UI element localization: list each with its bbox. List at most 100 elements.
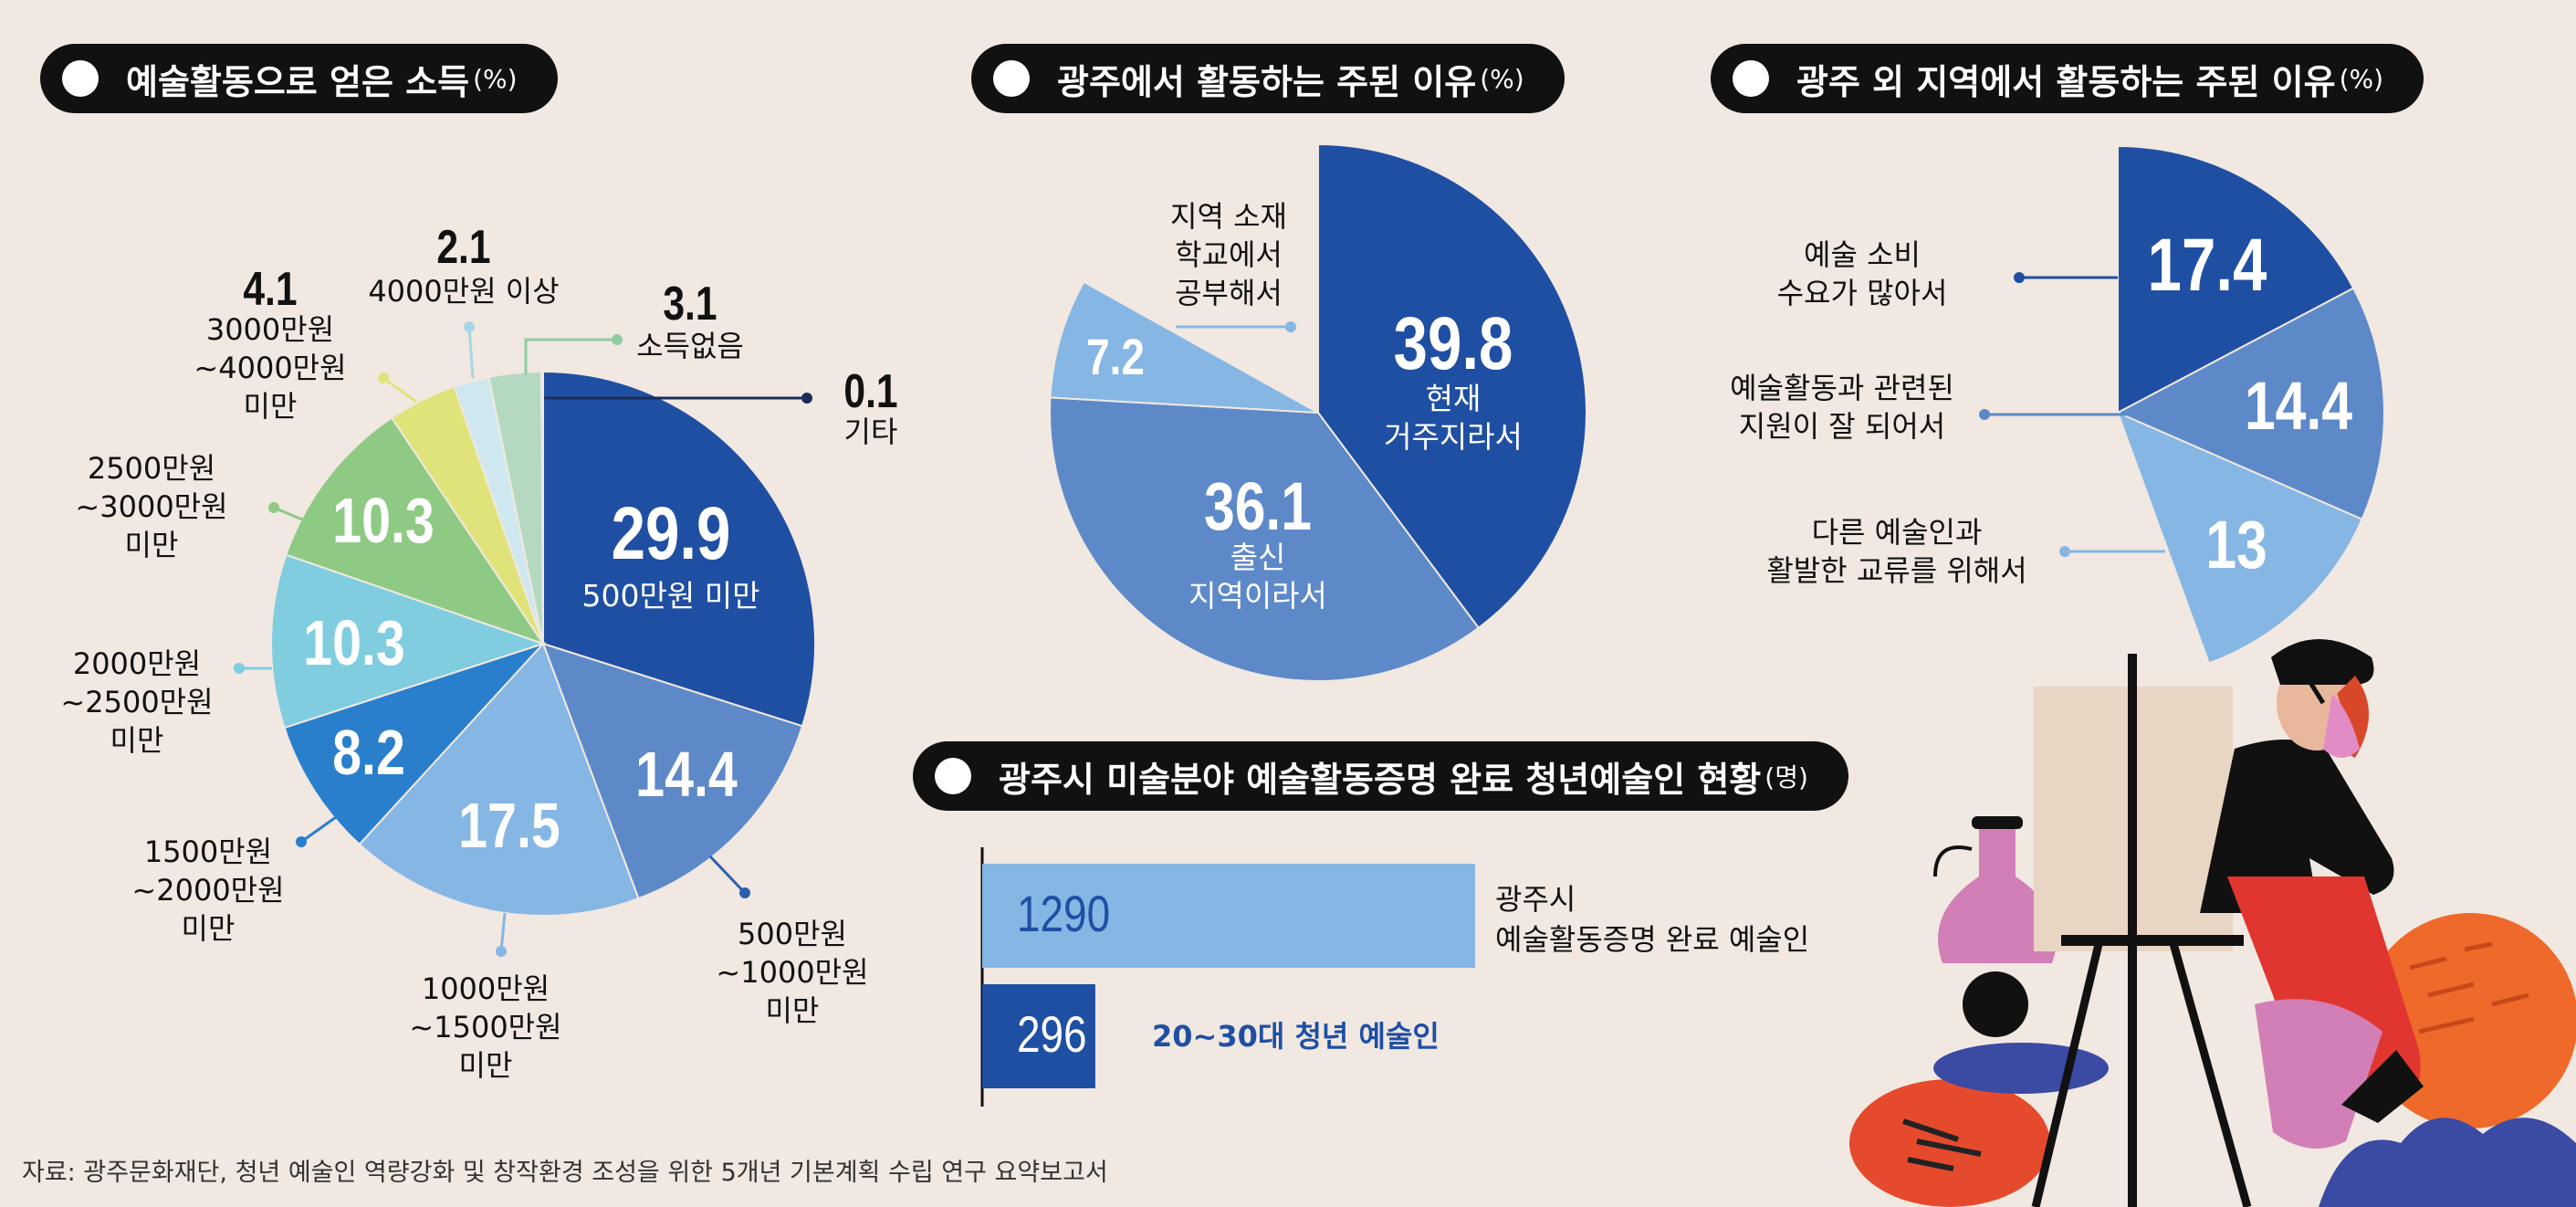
title-outside-unit: (%) xyxy=(2339,63,2384,94)
slice-label: 미만 xyxy=(110,723,164,758)
pie-gwangju-reasons xyxy=(1049,142,1587,682)
slice-label: 지역이라서 xyxy=(1189,578,1327,614)
data-label: 3.1 xyxy=(663,278,717,331)
title-gwangju-unit: (%) xyxy=(1480,63,1524,94)
slice-label: 지역 소재 xyxy=(1170,199,1287,234)
slice-label: 3000만원 xyxy=(206,312,334,347)
slice-label: 소득없음 xyxy=(636,329,744,363)
title-certified-unit: (명) xyxy=(1764,762,1808,792)
pie-slice xyxy=(270,553,547,729)
slice-label: ~2500만원 xyxy=(60,685,213,719)
bullet-dot-icon xyxy=(993,60,1030,97)
title-certified: 광주시 미술분야 예술활동증명 완료 청년예술인 현황 (명) xyxy=(913,741,1848,811)
slice-label: ~2000만원 xyxy=(131,873,284,908)
slice-label: ~1500만원 xyxy=(409,1010,561,1044)
slice-label: 1000만원 xyxy=(422,971,550,1006)
pie-slice xyxy=(2116,411,2363,665)
slice-label: 미만 xyxy=(459,1048,513,1083)
slice-label: 학교에서 xyxy=(1175,237,1283,272)
bullet-dot-icon xyxy=(935,758,971,794)
slice-label: 활발한 교류를 위해서 xyxy=(1766,553,2026,588)
slice-label: 공부해서 xyxy=(1175,276,1283,310)
title-certified-text: 광주시 미술분야 예술활동증명 완료 청년예술인 현황 xyxy=(999,759,1762,800)
pie-slice xyxy=(1049,280,1319,414)
data-label: 0.1 xyxy=(843,365,897,418)
pie-slice xyxy=(542,370,816,728)
bar xyxy=(982,984,1095,1088)
data-label: 2.1 xyxy=(436,221,490,274)
data-label: 8.2 xyxy=(332,717,405,789)
slice-label: 수요가 많아서 xyxy=(1777,276,1948,310)
data-label: 14.4 xyxy=(2245,369,2352,444)
leader-line xyxy=(300,811,343,844)
slice-label: 미만 xyxy=(125,528,179,562)
leader-dot xyxy=(234,663,245,674)
leader-dot xyxy=(612,334,623,345)
leader-dot xyxy=(2059,546,2070,557)
data-label: 7.2 xyxy=(1086,329,1145,385)
pie-slice xyxy=(540,370,544,645)
title-income-text: 예술활동으로 얻은 소득 xyxy=(126,61,470,102)
leader-dot xyxy=(2014,272,2025,283)
pie-outside-reasons xyxy=(2115,144,2385,665)
data-label: 14.4 xyxy=(635,739,738,811)
bar xyxy=(982,864,1475,968)
data-label: 10.3 xyxy=(303,607,405,679)
bar-value-label: 296 xyxy=(1017,1006,1087,1063)
data-label: 29.9 xyxy=(612,491,731,575)
pie-slice xyxy=(2115,287,2385,521)
data-label: 10.3 xyxy=(332,485,435,557)
slice-label: 미만 xyxy=(244,389,298,424)
leader-line xyxy=(499,912,507,952)
pie-slice xyxy=(285,416,546,645)
title-income: 예술활동으로 얻은 소득 (%) xyxy=(40,44,558,113)
leader-line xyxy=(524,338,617,374)
pie-slice xyxy=(283,641,547,846)
slice-label: 500만원 xyxy=(738,917,847,951)
slice-label: 기타 xyxy=(844,415,898,449)
slice-label: ~3000만원 xyxy=(75,489,227,524)
pie-slice xyxy=(541,642,804,900)
data-label: 13 xyxy=(2205,508,2267,583)
slice-label: 거주지라서 xyxy=(1384,419,1523,455)
title-gwangju: 광주에서 활동하는 주된 이유 (%) xyxy=(971,44,1565,113)
bar-category-label: 광주시 xyxy=(1495,882,1576,917)
slice-label: ~4000만원 xyxy=(194,351,346,385)
slice-label: ~1000만원 xyxy=(716,955,868,990)
slice-label: 1500만원 xyxy=(144,834,272,869)
slice-label: 현재 xyxy=(1426,381,1482,416)
bullet-dot-icon xyxy=(62,60,99,97)
slice-label: 다른 예술인과 xyxy=(1812,515,1983,550)
data-label: 17.4 xyxy=(2148,223,2267,307)
leader-line xyxy=(382,376,417,404)
leader-dot xyxy=(296,836,307,847)
leader-line xyxy=(273,506,309,524)
bar-category-label: 20~30대 청년 예술인 xyxy=(1152,1019,1440,1054)
slice-label: 출신 xyxy=(1230,540,1286,575)
bar-category-label: 예술활동증명 완료 예술인 xyxy=(1495,922,1809,957)
data-label: 39.8 xyxy=(1394,301,1513,385)
slice-label: 예술활동과 관련된 xyxy=(1730,371,1954,405)
leader-dot xyxy=(1979,409,1990,420)
leader-dot xyxy=(464,321,475,332)
slice-label: 예술 소비 xyxy=(1804,237,1921,272)
slice-label: 미만 xyxy=(182,911,236,946)
title-outside-text: 광주 외 지역에서 활동하는 주된 이유 xyxy=(1796,61,2336,102)
title-outside: 광주 외 지역에서 활동하는 주된 이유 (%) xyxy=(1711,44,2424,113)
leader-dot xyxy=(801,393,812,404)
pie-slice xyxy=(2117,144,2355,415)
pie-income xyxy=(270,370,816,917)
title-gwangju-text: 광주에서 활동하는 주된 이유 xyxy=(1057,61,1477,102)
data-label: 17.5 xyxy=(458,790,560,862)
artist-illustration xyxy=(1849,639,2576,1207)
title-income-unit: (%) xyxy=(473,63,518,94)
leader-line xyxy=(708,855,747,895)
pie-slice xyxy=(358,642,640,917)
slice-label: 2500만원 xyxy=(88,451,215,486)
slice-label: 지원이 잘 되어서 xyxy=(1739,409,1945,444)
slice-label: 4000만원 이상 xyxy=(368,274,559,309)
leader-dot xyxy=(268,502,279,513)
leader-line xyxy=(467,326,475,379)
slice-label: 500만원 미만 xyxy=(582,578,760,614)
